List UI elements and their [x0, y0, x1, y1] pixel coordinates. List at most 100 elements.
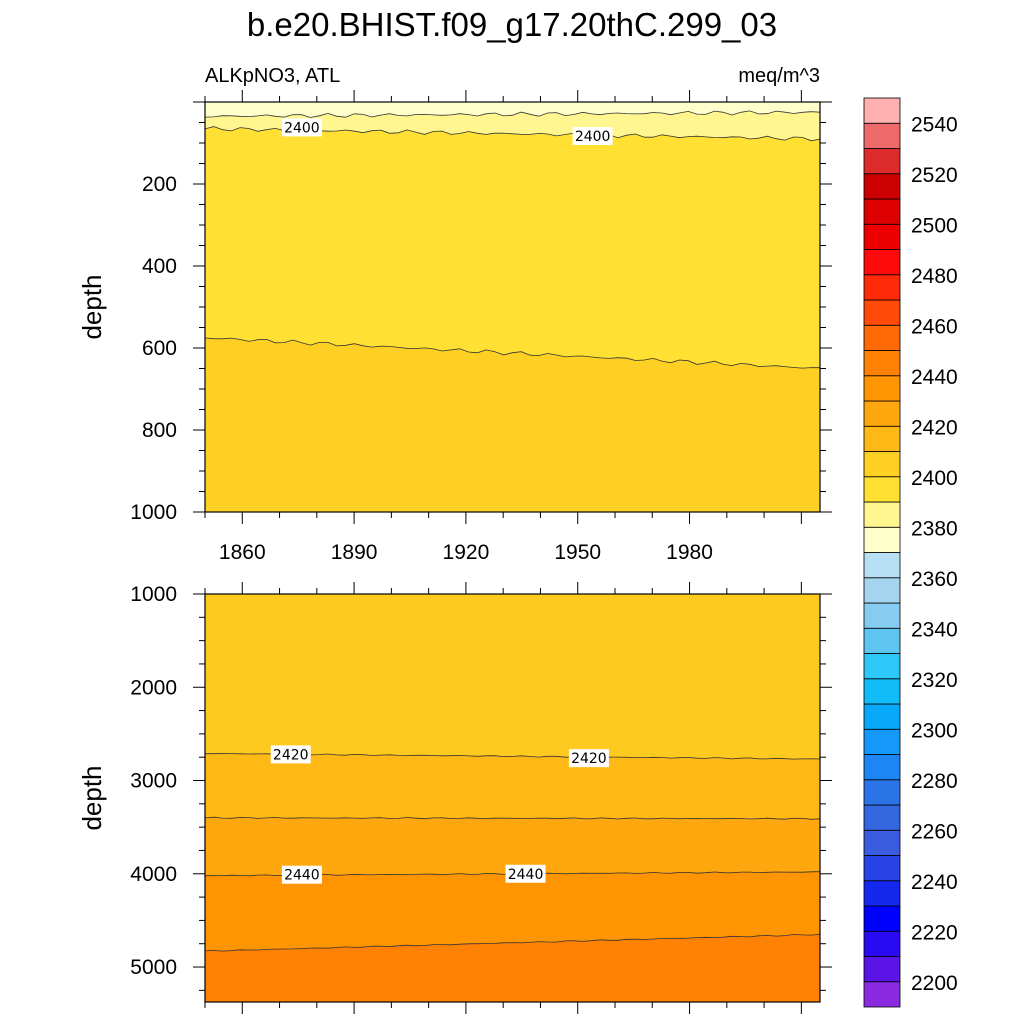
colorbar-box-3 — [863, 905, 901, 932]
colorbar-box-24 — [863, 375, 901, 402]
colorbar-box-21 — [863, 451, 901, 478]
contour-label-upper-0: 2400 — [281, 118, 322, 137]
x-tick-label-upper-3: 1950 — [554, 541, 601, 564]
colorbar: 2200 2220 2240 2260 2280 2300 2320 2340 2360 2380… — [863, 97, 958, 1008]
upper-panel: 2400 2400 200 400 600 800 1000 1860 1890 1920 1950… — [77, 90, 832, 564]
colorbar-box-19 — [863, 501, 901, 528]
colorbar-box-28 — [863, 274, 901, 301]
y-tick-label-lower-2: 3000 — [130, 770, 177, 793]
colorbar-box-9 — [863, 754, 901, 781]
y-axis-label-upper: depth — [77, 274, 107, 339]
y-tick-label-upper-3: 800 — [142, 419, 177, 442]
colorbar-label-8: 2360 — [911, 568, 958, 591]
colorbar-box-8 — [863, 779, 901, 806]
colorbar-label-17: 2540 — [911, 113, 958, 136]
colorbar-box-22 — [863, 425, 901, 452]
lower-panel: 2420 2420 2440 2440 1000 2000 3000 4000 5000 dept… — [77, 582, 832, 1014]
colorbar-box-14 — [863, 627, 901, 654]
colorbar-box-2 — [863, 930, 901, 957]
colorbar-label-10: 2400 — [911, 467, 958, 490]
colorbar-box-10 — [863, 728, 901, 755]
contour-label-lower-0: 2420 — [270, 745, 311, 764]
colorbar-label-3: 2260 — [911, 820, 958, 843]
svg-text:2440: 2440 — [284, 868, 320, 884]
y-tick-label-lower-4: 5000 — [130, 956, 177, 979]
colorbar-label-1: 2220 — [911, 921, 958, 944]
colorbar-label-15: 2500 — [911, 214, 958, 237]
colorbar-box-20 — [863, 476, 901, 503]
svg-text:2420: 2420 — [571, 751, 607, 767]
colorbar-box-6 — [863, 829, 901, 856]
colorbar-label-13: 2460 — [911, 315, 958, 338]
colorbar-box-32 — [863, 173, 901, 200]
x-tick-label-upper-4: 1980 — [666, 541, 713, 564]
colorbar-box-30 — [863, 223, 901, 250]
colorbar-label-9: 2380 — [911, 517, 958, 540]
colorbar-label-2: 2240 — [911, 871, 958, 894]
contour-band-upper-2 — [205, 126, 820, 369]
x-ticks-upper — [193, 90, 832, 524]
y-tick-label-lower-3: 4000 — [130, 863, 177, 886]
y-axis-label-lower: depth — [77, 765, 107, 830]
colorbar-label-7: 2340 — [911, 618, 958, 641]
colorbar-label-6: 2320 — [911, 669, 958, 692]
contour-line-lower-2450 — [204, 933, 821, 952]
colorbar-label-11: 2420 — [911, 416, 958, 439]
contour-band-upper-1 — [205, 110, 820, 141]
contour-label-lower-3: 2440 — [505, 864, 546, 883]
contour-band-lower-0 — [205, 594, 820, 760]
x-tick-label-upper-1: 1890 — [331, 541, 378, 564]
colorbar-box-16 — [863, 577, 901, 604]
colorbar-box-29 — [863, 249, 901, 276]
colorbar-label-5: 2300 — [911, 719, 958, 742]
svg-text:2400: 2400 — [284, 120, 320, 136]
colorbar-box-27 — [863, 299, 901, 326]
colorbar-box-11 — [863, 703, 901, 730]
contour-band-upper-3 — [205, 337, 820, 512]
colorbar-label-0: 2200 — [911, 972, 958, 995]
colorbar-box-23 — [863, 400, 901, 427]
colorbar-box-31 — [863, 198, 901, 225]
contour-band-lower-1 — [205, 753, 820, 820]
x-tick-label-upper-0: 1860 — [219, 541, 266, 564]
contour-band-lower-2 — [205, 817, 820, 876]
right-subtitle: meq/m^3 — [738, 65, 820, 87]
y-tick-label-upper-1: 400 — [142, 255, 177, 278]
colorbar-box-15 — [863, 602, 901, 629]
x-tick-label-upper-2: 1920 — [443, 541, 490, 564]
contour-label-lower-2: 2440 — [281, 865, 322, 884]
colorbar-box-0 — [863, 981, 901, 1008]
y-tick-label-lower-1: 2000 — [130, 676, 177, 699]
contour-line-upper-2410 — [204, 337, 821, 369]
colorbar-label-14: 2480 — [911, 265, 958, 288]
colorbar-box-25 — [863, 350, 901, 377]
colorbar-box-13 — [863, 653, 901, 680]
colorbar-label-12: 2440 — [911, 366, 958, 389]
colorbar-box-4 — [863, 880, 901, 907]
colorbar-box-18 — [863, 526, 901, 553]
plot-frame-lower — [204, 593, 821, 1003]
x-ticks-lower — [193, 582, 832, 1014]
contour-band-lower-3 — [205, 871, 820, 952]
colorbar-box-26 — [863, 324, 901, 351]
contour-band-lower-4 — [205, 934, 820, 1002]
svg-text:2420: 2420 — [273, 747, 309, 763]
contour-label-upper-1: 2400 — [572, 127, 613, 146]
colorbar-box-34 — [863, 122, 901, 149]
colorbar-box-17 — [863, 552, 901, 579]
left-subtitle: ALKpNO3, ATL — [205, 65, 340, 87]
colorbar-label-16: 2520 — [911, 164, 958, 187]
colorbar-label-4: 2280 — [911, 770, 958, 793]
svg-text:2400: 2400 — [575, 129, 611, 145]
colorbar-box-5 — [863, 855, 901, 882]
colorbar-box-12 — [863, 678, 901, 705]
chart-title: b.e20.BHIST.f09_g17.20thC.299_03 — [247, 6, 777, 43]
contour-line-upper-2390 — [204, 110, 821, 118]
y-tick-label-lower-0: 1000 — [130, 583, 177, 606]
contour-label-lower-1: 2420 — [568, 749, 609, 768]
y-tick-label-upper-2: 600 — [142, 337, 177, 360]
colorbar-box-1 — [863, 956, 901, 983]
y-tick-label-upper-0: 200 — [142, 173, 177, 196]
svg-text:2440: 2440 — [508, 867, 544, 883]
